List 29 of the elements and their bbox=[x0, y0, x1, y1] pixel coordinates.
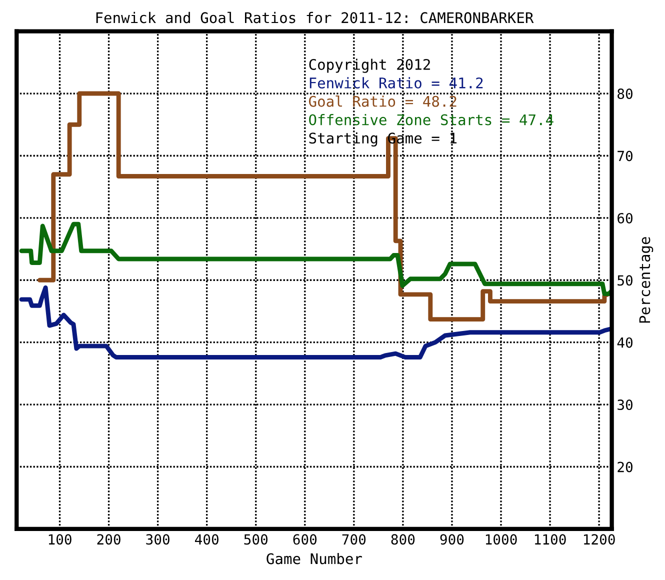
x-tick-label: 400 bbox=[194, 534, 218, 545]
y-tick-label: 60 bbox=[618, 212, 632, 224]
y-tick-label: 30 bbox=[618, 400, 632, 410]
x-tick-label: 200 bbox=[97, 534, 120, 545]
y-axis-title: Percentage bbox=[639, 237, 654, 323]
text: Offensive Zone Starts = 47.4 bbox=[309, 114, 554, 126]
x-tick-label: 1000 bbox=[486, 534, 517, 545]
text: Fenwick Ratio = 41.2 bbox=[310, 77, 483, 88]
y-tick-label: 50 bbox=[618, 275, 632, 286]
x-tick-label: 600 bbox=[293, 534, 317, 545]
x-tick-label: 1100 bbox=[534, 534, 566, 545]
y-tick-label: 20 bbox=[618, 462, 632, 472]
x-tick-label: 900 bbox=[440, 534, 464, 545]
line-series bbox=[19, 285, 612, 360]
text: Goal Ratio = 48.2 bbox=[308, 96, 456, 107]
y-tick-label: 70 bbox=[618, 150, 632, 162]
x-tick-label: 700 bbox=[342, 534, 366, 545]
x-tick-label: 100 bbox=[48, 534, 72, 545]
y-tick-label: 40 bbox=[617, 337, 632, 348]
line-series bbox=[19, 222, 612, 296]
x-axis-title: Game Number bbox=[266, 552, 362, 564]
line-series bbox=[37, 91, 612, 322]
annotation: Copyright 2012 bbox=[309, 58, 430, 73]
y-tick-label: 80 bbox=[618, 88, 632, 100]
chart-title: Fenwick and Goal Ratios for 2011-12: CAMERONBARKER bbox=[96, 12, 534, 24]
x-tick-label: 500 bbox=[244, 534, 268, 545]
x-tick-label: 300 bbox=[146, 534, 170, 545]
x-tick-label: 1200 bbox=[584, 534, 615, 545]
x-tick-label: 800 bbox=[391, 534, 415, 545]
